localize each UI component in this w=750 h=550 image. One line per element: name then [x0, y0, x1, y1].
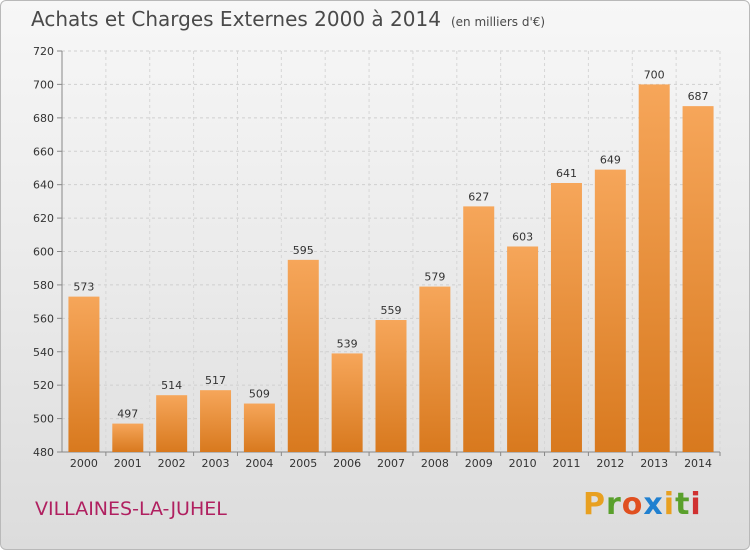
y-tick-label: 480: [33, 446, 54, 459]
bar-2012: [594, 169, 626, 453]
chart-unit: (en milliers d'€): [450, 15, 546, 29]
value-label-2001: 497: [117, 408, 138, 421]
value-label-2010: 603: [512, 230, 533, 243]
logo-letter: i: [663, 487, 676, 522]
bar-2002: [156, 395, 188, 452]
y-tick-label: 540: [33, 346, 54, 359]
x-tick-label: 2008: [421, 457, 449, 470]
value-label-2004: 509: [249, 388, 270, 401]
x-tick-label: 2000: [70, 457, 98, 470]
value-label-2012: 649: [600, 154, 621, 167]
value-label-2002: 514: [161, 379, 182, 392]
y-tick-label: 720: [33, 45, 54, 58]
logo-letter: i: [690, 487, 702, 522]
value-label-2014: 687: [688, 90, 709, 103]
bar-2003: [200, 390, 232, 452]
y-tick-label: 660: [33, 145, 54, 158]
bar-2001: [112, 423, 144, 452]
bar-2014: [682, 106, 714, 452]
y-tick-label: 600: [33, 246, 54, 259]
x-tick-label: 2014: [684, 457, 712, 470]
x-tick-label: 2011: [552, 457, 580, 470]
value-label-2009: 627: [468, 190, 489, 203]
logo-letter: x: [643, 487, 664, 522]
bar-2007: [375, 320, 407, 452]
logo-letter: r: [606, 487, 622, 522]
bar-2011: [550, 182, 582, 452]
y-tick-label: 700: [33, 78, 54, 91]
value-label-2006: 539: [337, 337, 358, 350]
bar-2004: [243, 403, 275, 452]
chart-title-text: Achats et Charges Externes 2000 à 2014: [31, 7, 441, 31]
x-tick-label: 2006: [333, 457, 361, 470]
x-tick-label: 2004: [245, 457, 273, 470]
y-tick-label: 680: [33, 112, 54, 125]
value-label-2008: 579: [424, 271, 445, 284]
y-tick-label: 520: [33, 379, 54, 392]
y-tick-label: 560: [33, 312, 54, 325]
y-tick-label: 580: [33, 279, 54, 292]
commune-name: VILLAINES-LA-JUHEL: [35, 498, 227, 520]
bar-2006: [331, 353, 363, 452]
y-tick-label: 500: [33, 413, 54, 426]
value-label-2000: 573: [73, 281, 94, 294]
bar-2009: [463, 206, 495, 452]
value-label-2005: 595: [293, 244, 314, 257]
value-label-2011: 641: [556, 167, 577, 180]
tick-labels: 480 500 520 540 560 580 600 620 640 660 680 700 720 2…: [33, 45, 712, 470]
x-tick-label: 2003: [202, 457, 230, 470]
logo-letter: t: [675, 487, 691, 522]
x-tick-label: 2001: [114, 457, 142, 470]
x-tick-label: 2002: [158, 457, 186, 470]
logo-letter: P: [583, 487, 606, 522]
bars: [68, 84, 714, 453]
value-label-2007: 559: [381, 304, 402, 317]
x-tick-label: 2005: [289, 457, 317, 470]
bar-2005: [287, 259, 319, 452]
value-label-2013: 700: [644, 68, 665, 81]
y-tick-label: 640: [33, 179, 54, 192]
x-tick-label: 2009: [465, 457, 493, 470]
value-labels: 573 497 514 517 509 595 539 559 579 627 603 641 649 7…: [73, 68, 708, 420]
bar-2013: [638, 84, 670, 453]
bar-2010: [507, 246, 539, 452]
x-tick-label: 2007: [377, 457, 405, 470]
x-tick-label: 2010: [509, 457, 537, 470]
logo-letter: o: [621, 487, 644, 522]
chart-title: Achats et Charges Externes 2000 à 2014 (e…: [31, 7, 545, 31]
proxiti-logo[interactable]: Proxiti: [583, 487, 702, 522]
x-tick-label: 2013: [640, 457, 668, 470]
x-tick-label: 2012: [596, 457, 624, 470]
bar-2000: [68, 296, 100, 452]
y-tick-label: 620: [33, 212, 54, 225]
value-label-2003: 517: [205, 374, 226, 387]
bar-2008: [419, 286, 451, 452]
